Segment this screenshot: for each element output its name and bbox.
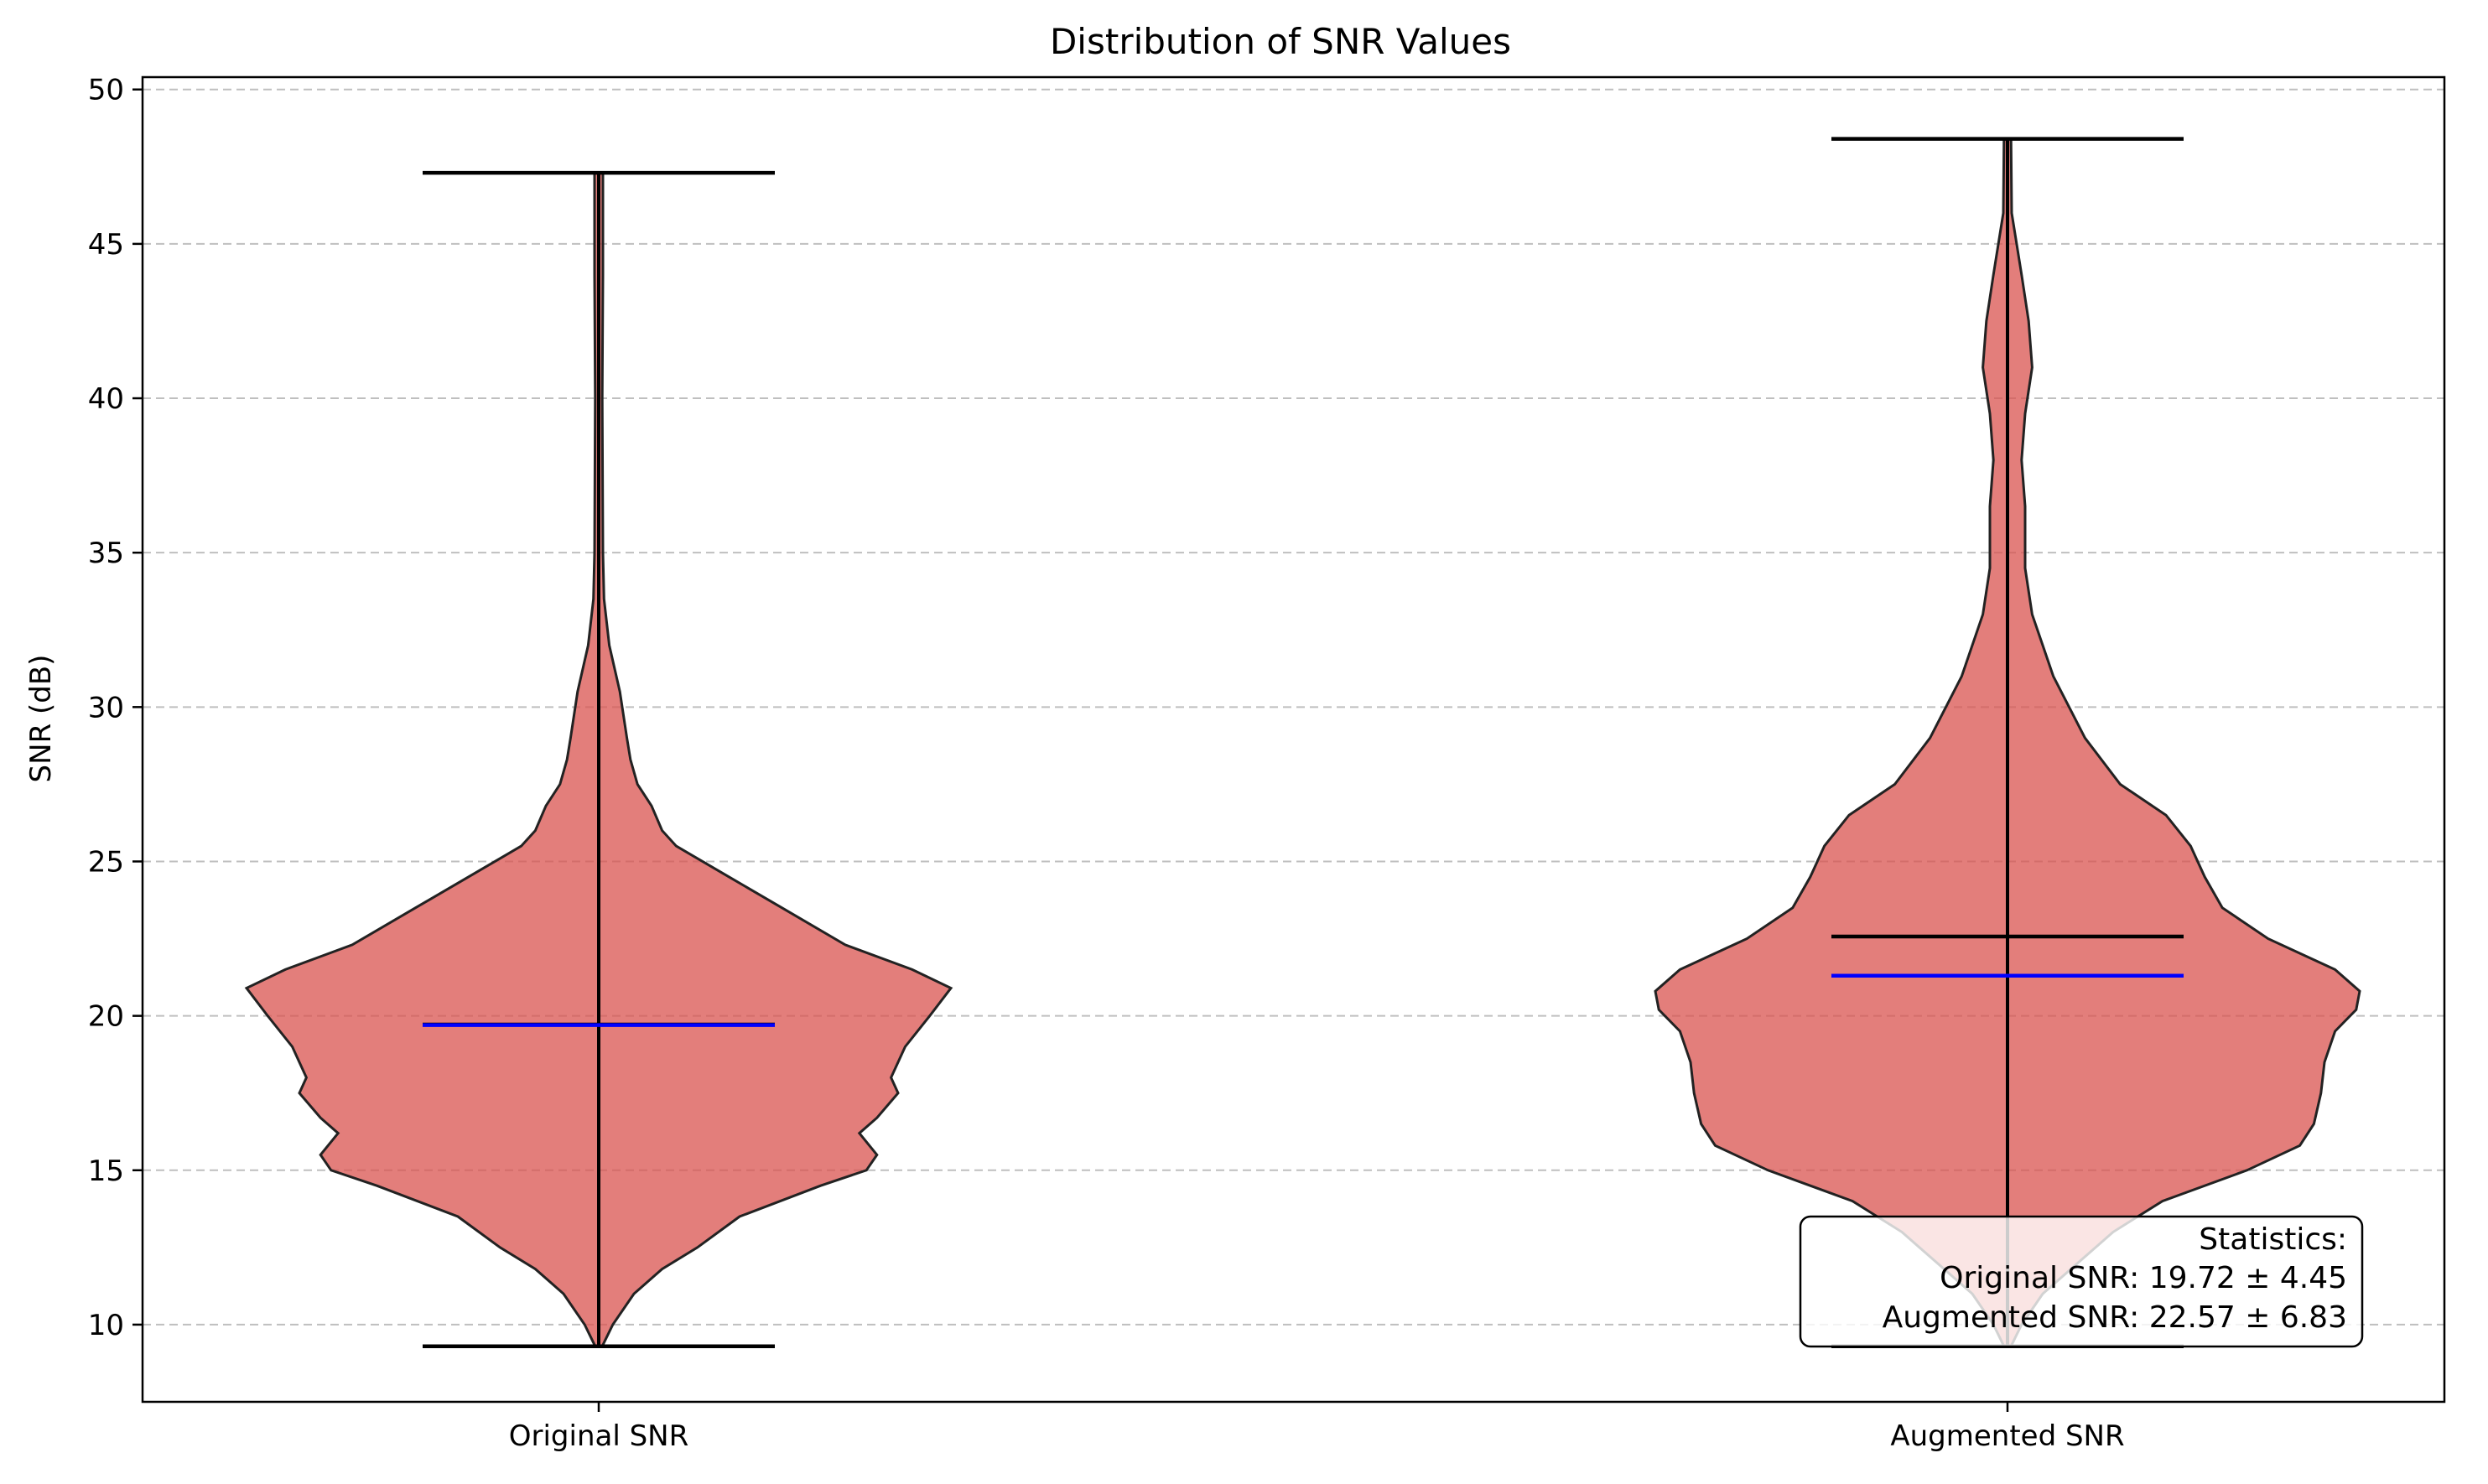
statistics-header: Statistics: [2199,1222,2347,1257]
y-tick-label: 25 [88,845,124,879]
y-tick-label: 20 [88,1000,124,1034]
y-axis-ticks: 10 15 20 25 30 35 40 45 50 [88,74,143,1342]
y-axis-label: SNR (dB) [24,655,58,783]
statistics-original: Original SNR: 19.72 ± 4.45 [1940,1261,2347,1295]
statistics-box-frame [1799,1215,2364,1348]
y-tick-label: 35 [88,537,124,570]
y-tick-label: 45 [88,228,124,262]
y-tick-label: 50 [88,74,124,107]
x-axis-ticks: Original SNR Augmented SNR [509,1402,2125,1453]
y-tick-label: 10 [88,1309,124,1342]
y-tick-label: 40 [88,382,124,416]
statistics-box: Statistics: Original SNR: 19.72 ± 4.45 A… [1799,1215,2364,1348]
statistics-augmented: Augmented SNR: 22.57 ± 6.83 [1883,1300,2347,1335]
x-tick-label: Original SNR [509,1419,689,1453]
y-tick-label: 15 [88,1155,124,1188]
plot-frame [141,75,2446,1404]
chart-title: Distribution of SNR Values [1050,21,1511,62]
x-tick-label: Augmented SNR [1890,1419,2124,1453]
y-tick-label: 30 [88,691,124,724]
